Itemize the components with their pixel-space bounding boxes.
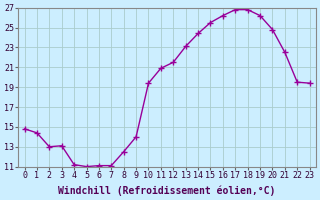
X-axis label: Windchill (Refroidissement éolien,°C): Windchill (Refroidissement éolien,°C) xyxy=(58,185,276,196)
